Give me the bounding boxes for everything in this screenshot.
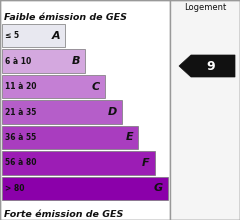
Text: Forte émission de GES: Forte émission de GES [4, 210, 123, 219]
Text: 36 à 55: 36 à 55 [5, 133, 36, 142]
Bar [170, 0, 240, 220]
Bar [2, 100, 121, 124]
Text: E: E [126, 132, 133, 142]
Bar [2, 50, 85, 73]
Text: A: A [51, 31, 60, 41]
Text: 56 à 80: 56 à 80 [5, 158, 36, 167]
Text: F: F [142, 158, 150, 168]
Text: Faible émission de GES: Faible émission de GES [4, 13, 127, 22]
Bar [0, 0, 170, 220]
Text: 9: 9 [207, 59, 215, 73]
Text: D: D [107, 107, 117, 117]
Text: ≤ 5: ≤ 5 [5, 31, 19, 40]
Bar [2, 24, 65, 48]
Text: > 80: > 80 [5, 184, 24, 193]
Text: B: B [72, 56, 80, 66]
Text: 6 à 10: 6 à 10 [5, 57, 31, 66]
Text: 11 à 20: 11 à 20 [5, 82, 36, 91]
Bar [2, 151, 155, 175]
Polygon shape [179, 55, 235, 77]
Bar [2, 177, 168, 200]
Text: C: C [92, 82, 100, 92]
Text: Logement: Logement [184, 3, 226, 12]
Bar [2, 75, 105, 98]
Bar [2, 126, 138, 149]
Text: 21 à 35: 21 à 35 [5, 108, 36, 117]
Text: G: G [154, 183, 163, 193]
